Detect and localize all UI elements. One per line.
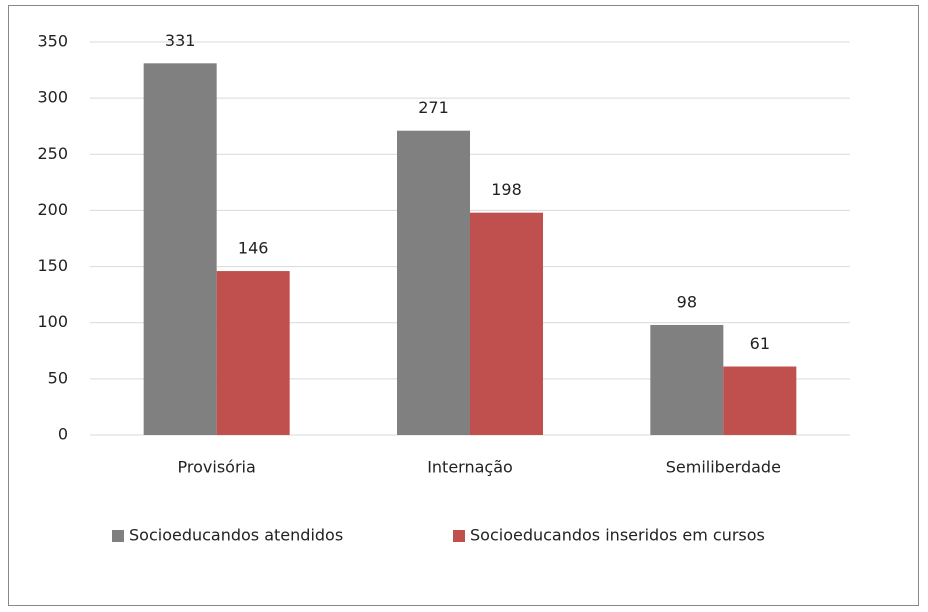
- bar: [650, 324, 724, 435]
- legend-swatch: [112, 530, 124, 542]
- y-tick-label: 200: [37, 200, 68, 219]
- data-label: 98: [677, 292, 697, 311]
- y-tick-label: 50: [48, 368, 68, 387]
- bar: [216, 271, 290, 435]
- x-tick-label: Semiliberdade: [666, 458, 781, 477]
- bar: [470, 212, 543, 435]
- bar: [397, 130, 470, 435]
- y-tick-label: 250: [37, 144, 68, 163]
- data-label: 271: [418, 98, 449, 117]
- bar: [143, 63, 217, 435]
- data-label: 198: [491, 180, 522, 199]
- legend-swatch: [453, 530, 465, 542]
- data-label: 146: [238, 239, 269, 258]
- legend-label: Socioeducandos inseridos em cursos: [470, 526, 765, 545]
- legend-label: Socioeducandos atendidos: [129, 526, 343, 545]
- y-tick-label: 300: [37, 88, 68, 107]
- y-tick-label: 350: [37, 32, 68, 51]
- y-tick-label: 0: [58, 425, 68, 444]
- data-label: 61: [750, 334, 770, 353]
- bar: [723, 366, 797, 435]
- y-tick-label: 100: [37, 312, 68, 331]
- x-tick-label: Internação: [427, 458, 513, 477]
- x-tick-label: Provisória: [178, 458, 256, 477]
- y-tick-label: 150: [37, 256, 68, 275]
- data-label: 331: [165, 31, 196, 50]
